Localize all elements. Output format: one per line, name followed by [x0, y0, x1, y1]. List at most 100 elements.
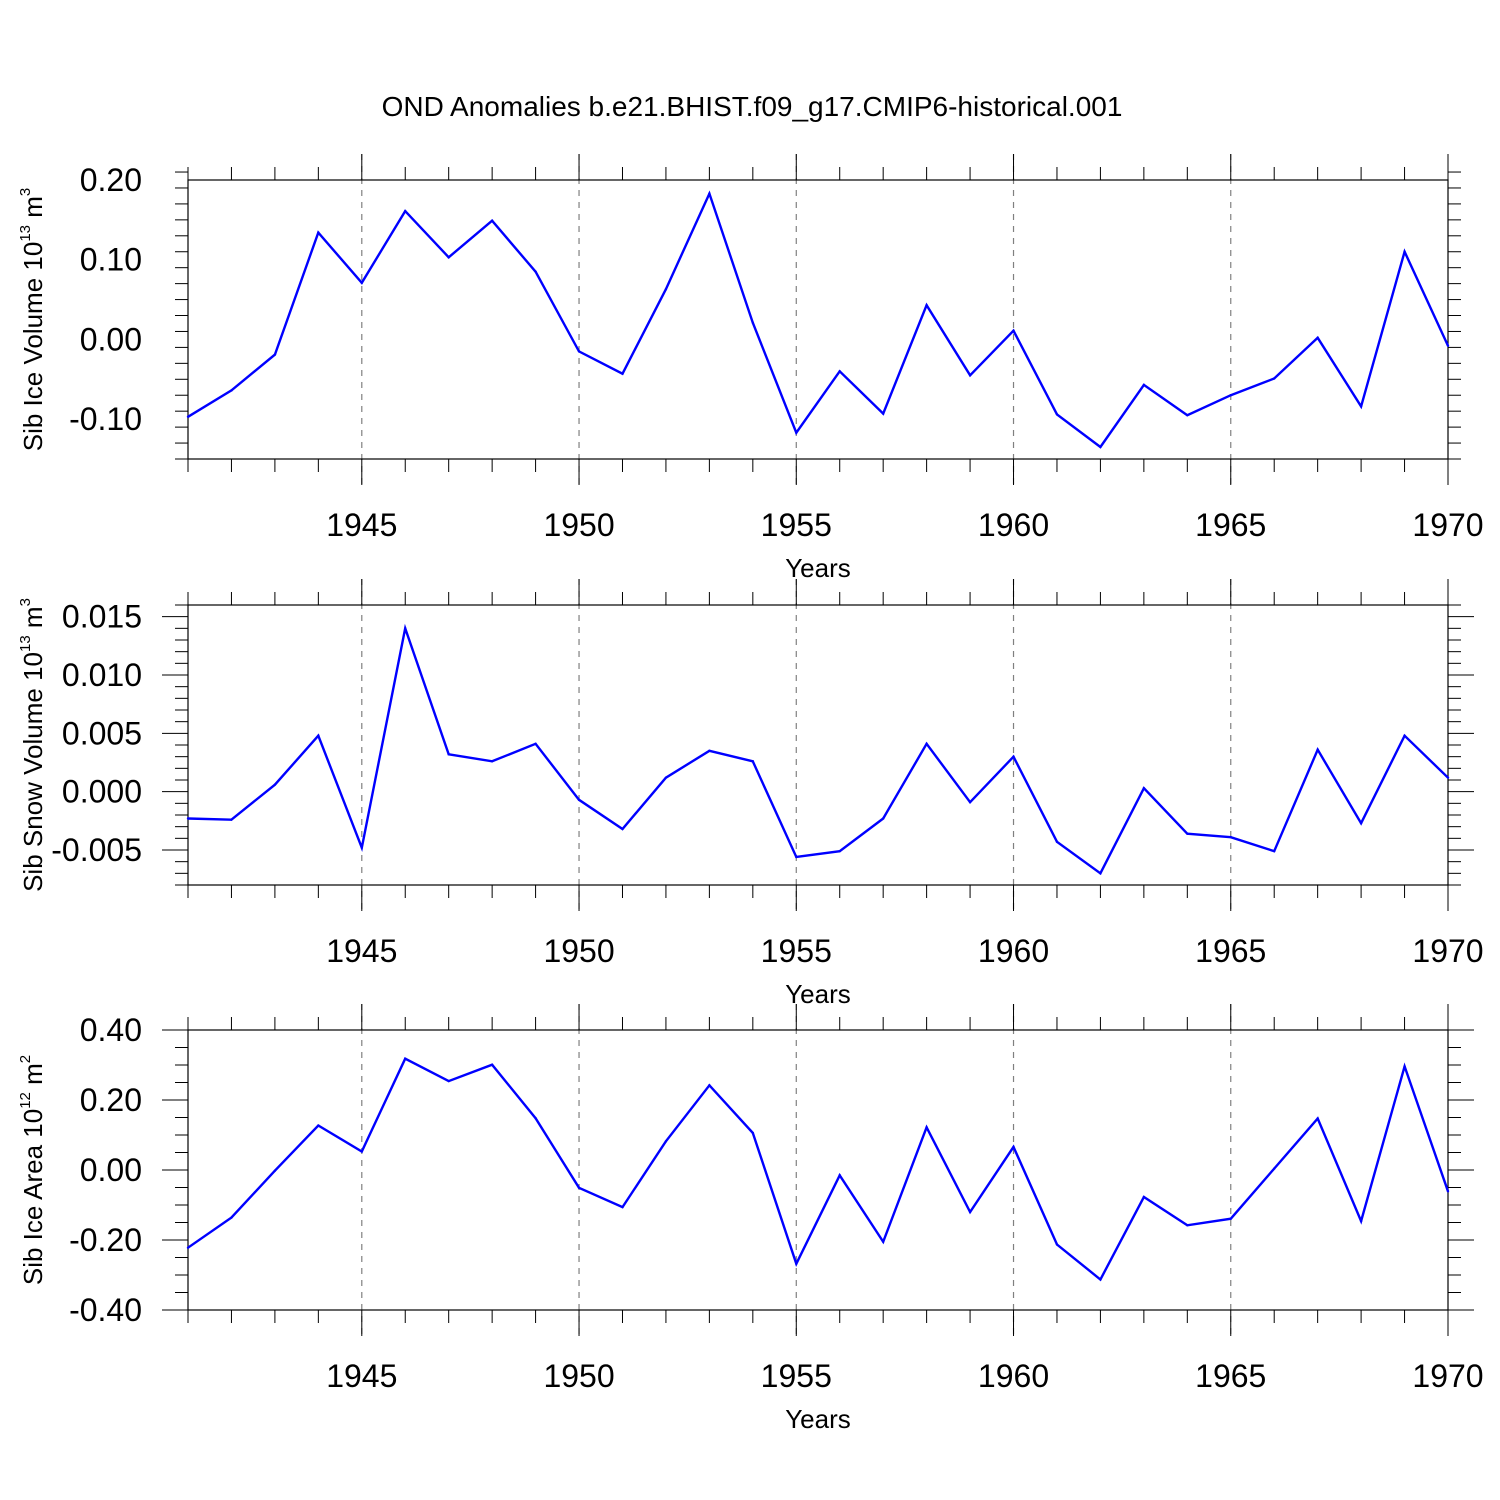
plot-frame: [187, 179, 1449, 460]
data-point: [881, 412, 885, 415]
y-axis-label-exp: 12: [17, 1092, 34, 1109]
data-point: [751, 760, 755, 763]
x-axis-label: Years: [785, 979, 851, 1009]
x-tick-label: 1960: [978, 507, 1049, 543]
data-point: [360, 281, 363, 285]
series-line-1: [187, 623, 1449, 876]
data-point: [1359, 405, 1363, 408]
y-axis-label-unit: m: [18, 606, 48, 635]
data-point: [534, 1117, 537, 1120]
plot-frame: [187, 1029, 1449, 1311]
data-point: [1316, 748, 1319, 751]
data-point: [968, 374, 972, 377]
y-tick-label: 0.20: [80, 1082, 142, 1118]
data-point: [1446, 1190, 1450, 1193]
data-point: [795, 1262, 798, 1266]
data-point: [404, 1057, 407, 1060]
y-tick-label: -0.10: [69, 401, 142, 437]
x-tick-label: 1950: [543, 507, 614, 543]
y-tick-label: 0.40: [80, 1012, 142, 1048]
data-point: [1099, 1278, 1102, 1281]
data-point: [881, 1240, 885, 1243]
data-point: [1316, 1117, 1319, 1120]
x-axis-label: Years: [785, 553, 851, 583]
data-point: [360, 846, 363, 849]
x-tick-label: 1960: [978, 933, 1049, 969]
data-point: [1403, 734, 1406, 737]
data-point: [1186, 1224, 1189, 1227]
data-point: [621, 372, 624, 375]
data-point: [404, 627, 407, 630]
data-point: [968, 1210, 972, 1214]
chart-panel-1: -0.10 0.00 0.10 0.20 1945 1950 1955 1960 1965 197…: [17, 154, 1484, 583]
data-point: [621, 827, 624, 831]
y-axis-label-unit-exp: 3: [17, 188, 34, 196]
data-point: [317, 1124, 320, 1127]
data-point: [664, 776, 668, 779]
data-point: [186, 817, 190, 820]
data-point: [621, 1205, 624, 1209]
data-point: [925, 742, 928, 746]
data-point: [708, 749, 711, 753]
x-tick-label: 1970: [1412, 933, 1483, 969]
y-axis-label-unit: m: [18, 1063, 48, 1092]
y-axis-label-exp: 13: [17, 635, 34, 652]
y-tick-label: -0.005: [51, 832, 142, 868]
data-point: [447, 256, 450, 259]
x-tick-label: 1955: [761, 1358, 832, 1394]
data-point: [1055, 1243, 1059, 1246]
y-tick-label: -0.20: [69, 1222, 142, 1258]
data-point: [186, 415, 190, 418]
data-point: [925, 1126, 928, 1129]
data-point: [1055, 413, 1059, 416]
x-tick-label: 1970: [1412, 1358, 1483, 1394]
data-point: [1055, 840, 1059, 844]
data-point: [751, 321, 755, 324]
data-point: [664, 288, 668, 291]
data-point: [1012, 755, 1015, 758]
data-point: [1142, 786, 1146, 790]
x-axis-label: Years: [785, 1404, 851, 1434]
x-tick-label: 1945: [326, 933, 397, 969]
data-point: [447, 1079, 450, 1083]
data-point: [1099, 445, 1102, 449]
y-axis-label-prefix: Sib Ice Area 10: [18, 1109, 48, 1285]
data-point: [1186, 413, 1189, 417]
x-tick-label: 1965: [1195, 507, 1266, 543]
data-point: [577, 1186, 581, 1190]
x-tick-label: 1945: [326, 1358, 397, 1394]
y-axis-label-unit: m: [18, 196, 48, 225]
data-point: [490, 760, 494, 763]
data-point: [664, 1140, 668, 1143]
data-point: [708, 1084, 711, 1087]
y-axis-label: Sib Ice Area 1012 m2: [17, 1055, 48, 1285]
data-point: [1273, 849, 1276, 853]
data-point: [881, 817, 885, 820]
x-tick-label: 1950: [543, 933, 614, 969]
y-tick-label: 0.015: [62, 599, 142, 635]
x-tick-label: 1955: [761, 933, 832, 969]
data-point: [1229, 394, 1232, 397]
data-point: [317, 734, 320, 737]
x-tick-label: 1960: [978, 1358, 1049, 1394]
data-point: [447, 753, 450, 756]
data-point: [490, 219, 494, 222]
y-tick-label: 0.10: [80, 242, 142, 278]
plot-frame: [187, 604, 1449, 886]
data-point: [230, 818, 233, 821]
data-point: [795, 431, 798, 434]
data-point: [1012, 1145, 1015, 1149]
x-tick-label: 1965: [1195, 1358, 1266, 1394]
data-point: [186, 1246, 190, 1249]
data-point: [708, 192, 711, 195]
x-tick-label: 1945: [326, 507, 397, 543]
y-tick-label: 0.005: [62, 715, 142, 751]
data-point: [534, 270, 537, 273]
data-point: [751, 1131, 755, 1135]
data-point: [273, 1169, 277, 1172]
data-point: [1273, 377, 1276, 380]
data-point: [1359, 1219, 1363, 1223]
data-point: [925, 303, 928, 307]
y-tick-label: 0.010: [62, 657, 142, 693]
y-axis-label-prefix: Sib Ice Volume 10: [18, 242, 48, 452]
